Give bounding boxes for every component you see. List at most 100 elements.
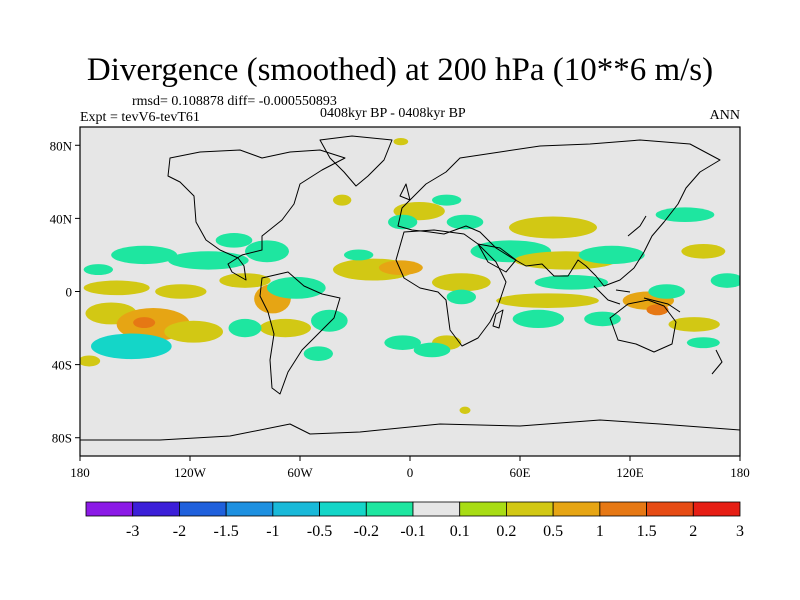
colorbar-label: -1.5 <box>213 523 238 540</box>
y-tick-label: 40N <box>50 211 73 226</box>
y-axis: 80N 40N 0 40S 80S <box>50 138 80 446</box>
anomaly-region <box>446 289 477 305</box>
anomaly-region <box>432 194 462 206</box>
colorbar-label: 2 <box>689 523 697 540</box>
anomaly-region <box>164 320 224 343</box>
anomaly-region <box>303 346 334 361</box>
anomaly-layer <box>80 137 740 414</box>
anomaly-region <box>446 214 484 230</box>
coastline-antarctica <box>80 419 740 441</box>
colorbar-swatch <box>132 501 180 517</box>
colorbar-label: 0.1 <box>450 523 470 540</box>
colorbar-swatch <box>412 501 461 517</box>
anomaly-region <box>219 273 271 288</box>
anomaly-region <box>133 317 156 329</box>
y-tick-label: 80N <box>50 138 73 153</box>
colorbar-label: 1 <box>596 523 604 540</box>
coastline-south-america <box>259 271 341 395</box>
colorbar: -3 -2 -1.5 -1 -0.5 -0.2 -0.1 0.1 0.2 0.5 1 1.5 2 3 <box>85 501 744 540</box>
colorbar-label: 1.5 <box>637 523 657 540</box>
anomaly-region <box>655 207 715 223</box>
coastline-madagascar <box>492 309 504 329</box>
coastline-japan <box>627 215 647 237</box>
coastline-arabia <box>477 243 517 273</box>
season-label: ANN <box>709 108 740 123</box>
colorbar-label: -0.1 <box>400 523 425 540</box>
anomaly-region <box>245 240 289 263</box>
coastline-uk <box>399 183 411 201</box>
coastline-layer <box>80 135 740 441</box>
x-axis: 180 120W 60W 0 60E 120E 180 <box>70 456 750 480</box>
anomaly-region <box>459 406 471 414</box>
anomaly-region <box>168 251 249 270</box>
y-tick-label: 40S <box>52 358 72 373</box>
anomaly-region <box>80 355 101 367</box>
anomaly-region <box>388 214 418 230</box>
colorbar-swatch <box>85 501 134 517</box>
anomaly-region <box>393 137 409 146</box>
colorbar-label: -0.2 <box>354 523 379 540</box>
anomaly-region <box>91 333 172 360</box>
x-tick-label: 180 <box>70 465 90 480</box>
anomaly-region <box>686 337 720 349</box>
colorbar-label: -0.5 <box>307 523 332 540</box>
anomaly-region <box>648 284 686 299</box>
anomaly-region <box>512 309 564 329</box>
x-tick-label: 120E <box>616 465 644 480</box>
anomaly-region <box>384 335 421 350</box>
anomaly-region <box>311 309 348 332</box>
anomaly-region <box>344 249 374 261</box>
coastline-eurasia <box>397 139 721 287</box>
anomaly-region <box>432 273 491 292</box>
stats-text: rmsd= 0.108878 diff= -0.000550893 <box>132 94 337 109</box>
colorbar-label: -3 <box>126 523 139 540</box>
colorbar-label: 0.5 <box>543 523 563 540</box>
anomaly-region <box>646 304 669 316</box>
anomaly-region <box>681 243 726 259</box>
anomaly-region <box>259 318 312 338</box>
experiment-label: Expt = tevV6-tevT61 <box>80 110 200 125</box>
colorbar-swatch <box>506 501 554 517</box>
colorbar-swatch <box>319 501 367 517</box>
colorbar-swatch <box>179 501 227 517</box>
x-tick-label: 60W <box>287 465 313 480</box>
colorbar-label: 0.2 <box>496 523 516 540</box>
period-label: 0408kyr BP - 0408kyr BP <box>320 106 466 121</box>
map-title: Divergence (smoothed) at 200 hPa (10**6 … <box>86 52 714 88</box>
anomaly-region <box>267 276 326 299</box>
colorbar-swatch <box>225 501 274 517</box>
coastline-north-america <box>167 149 346 281</box>
anomaly-region <box>333 194 352 206</box>
colorbar-swatch <box>459 501 507 517</box>
anomaly-region <box>534 275 608 290</box>
coastline-australia <box>609 299 677 353</box>
x-tick-label: 120W <box>174 465 207 480</box>
coastline-new-zealand <box>711 349 723 375</box>
y-tick-label: 80S <box>52 431 72 446</box>
coastline-greenland <box>319 135 393 187</box>
anomaly-region <box>496 293 599 308</box>
y-tick-label: 0 <box>66 285 73 300</box>
colorbar-swatch <box>599 501 647 517</box>
colorbar-label: -2 <box>173 523 186 540</box>
anomaly-region <box>83 264 114 276</box>
anomaly-region <box>578 245 645 265</box>
colorbar-swatch <box>552 501 601 517</box>
x-tick-label: 60E <box>510 465 531 480</box>
anomaly-region <box>215 233 253 248</box>
colorbar-swatch <box>365 501 414 517</box>
anomaly-region <box>413 342 451 358</box>
anomaly-region <box>111 245 178 265</box>
x-tick-label: 0 <box>407 465 414 480</box>
anomaly-region <box>378 260 423 276</box>
colorbar-swatch <box>692 501 741 517</box>
coastline-indonesia <box>593 285 681 313</box>
colorbar-swatch <box>646 501 694 517</box>
x-tick-label: 180 <box>730 465 750 480</box>
anomaly-region <box>228 318 262 338</box>
anomaly-region <box>83 280 150 296</box>
colorbar-label: 3 <box>736 523 744 540</box>
anomaly-region <box>155 284 207 299</box>
colorbar-swatch <box>272 501 320 517</box>
